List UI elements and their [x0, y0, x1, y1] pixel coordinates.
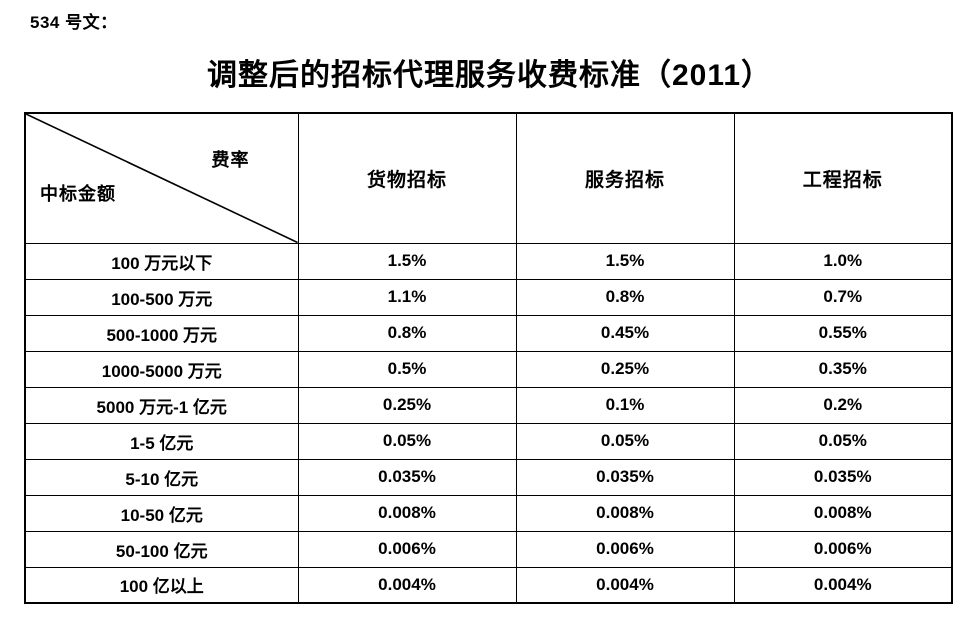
table-row: 5-10 亿元 0.035% 0.035% 0.035%: [24, 458, 953, 496]
rate-value-cell: 0.8%: [515, 278, 735, 316]
row-label-amount-range: 100 亿以上: [24, 566, 299, 604]
column-header-service-bidding: 服务招标: [515, 112, 735, 244]
column-header-goods-bidding: 货物招标: [297, 112, 517, 244]
corner-label-amount: 中标金额: [40, 184, 116, 204]
rate-value-cell: 0.8%: [297, 314, 517, 352]
table-row: 100-500 万元 1.1% 0.8% 0.7%: [24, 278, 953, 316]
table-row: 500-1000 万元 0.8% 0.45% 0.55%: [24, 314, 953, 352]
rate-value-cell: 0.008%: [515, 494, 735, 532]
rate-value-cell: 0.004%: [297, 566, 517, 604]
row-label-amount-range: 1000-5000 万元: [24, 350, 299, 388]
rate-value-cell: 0.25%: [297, 386, 517, 424]
rate-value-cell: 0.006%: [733, 530, 953, 568]
row-label-amount-range: 5-10 亿元: [24, 458, 299, 496]
rate-value-cell: 0.008%: [733, 494, 953, 532]
row-label-amount-range: 50-100 亿元: [24, 530, 299, 568]
fee-table: 费率 中标金额 货物招标 服务招标 工程招标 100 万元以下 1.5% 1.5% 1…: [24, 112, 953, 604]
rate-value-cell: 0.45%: [515, 314, 735, 352]
page-title: 调整后的招标代理服务收费标准（2011）: [206, 59, 773, 92]
row-label-amount-range: 1-5 亿元: [24, 422, 299, 460]
rate-value-cell: 0.035%: [515, 458, 735, 496]
doc-number-label: 534 号文：: [30, 13, 118, 32]
table-row: 100 万元以下 1.5% 1.5% 1.0%: [24, 242, 953, 280]
row-label-amount-range: 100 万元以下: [24, 242, 299, 280]
row-label-amount-range: 100-500 万元: [24, 278, 299, 316]
table-row: 1-5 亿元 0.05% 0.05% 0.05%: [24, 422, 953, 460]
header-row: 费率 中标金额 货物招标 服务招标 工程招标: [24, 112, 953, 244]
rate-value-cell: 0.035%: [297, 458, 517, 496]
rate-value-cell: 0.55%: [733, 314, 953, 352]
rate-value-cell: 0.05%: [515, 422, 735, 460]
rate-value-cell: 1.5%: [515, 242, 735, 280]
rate-value-cell: 0.006%: [297, 530, 517, 568]
rate-value-cell: 0.05%: [297, 422, 517, 460]
column-header-engineering-bidding: 工程招标: [733, 112, 953, 244]
rate-value-cell: 0.008%: [297, 494, 517, 532]
diagonal-divider-line: [26, 114, 298, 243]
rate-value-cell: 0.7%: [733, 278, 953, 316]
corner-label-rate: 费率: [211, 150, 250, 170]
table-row: 50-100 亿元 0.006% 0.006% 0.006%: [24, 530, 953, 568]
rate-value-cell: 0.5%: [297, 350, 517, 388]
rate-value-cell: 0.006%: [515, 530, 735, 568]
row-label-amount-range: 5000 万元-1 亿元: [24, 386, 299, 424]
rate-value-cell: 0.25%: [515, 350, 735, 388]
rate-value-cell: 0.035%: [733, 458, 953, 496]
table-row: 5000 万元-1 亿元 0.25% 0.1% 0.2%: [24, 386, 953, 424]
row-label-amount-range: 500-1000 万元: [24, 314, 299, 352]
fee-table-body: 100 万元以下 1.5% 1.5% 1.0% 100-500 万元 1.1% 0.8% 0.…: [24, 242, 953, 604]
row-label-amount-range: 10-50 亿元: [24, 494, 299, 532]
rate-value-cell: 0.004%: [515, 566, 735, 604]
table-row: 10-50 亿元 0.008% 0.008% 0.008%: [24, 494, 953, 532]
rate-value-cell: 0.35%: [733, 350, 953, 388]
rate-value-cell: 0.05%: [733, 422, 953, 460]
rate-value-cell: 1.5%: [297, 242, 517, 280]
rate-value-cell: 1.1%: [297, 278, 517, 316]
rate-value-cell: 1.0%: [733, 242, 953, 280]
rate-value-cell: 0.2%: [733, 386, 953, 424]
table-row: 100 亿以上 0.004% 0.004% 0.004%: [24, 566, 953, 604]
rate-value-cell: 0.004%: [733, 566, 953, 604]
rate-value-cell: 0.1%: [515, 386, 735, 424]
table-row: 1000-5000 万元 0.5% 0.25% 0.35%: [24, 350, 953, 388]
corner-header-cell: 费率 中标金额: [24, 112, 299, 244]
